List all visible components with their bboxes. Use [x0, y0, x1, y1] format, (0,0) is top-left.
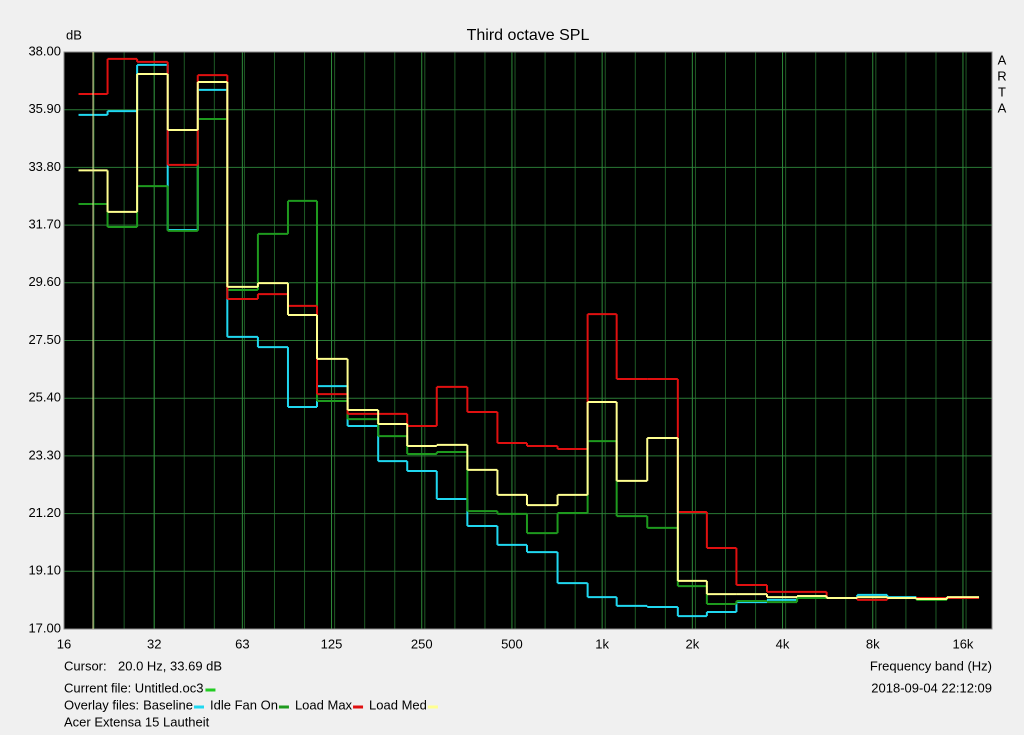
y-tick-label: 29.60	[28, 274, 61, 289]
y-axis-label: dB	[66, 27, 82, 42]
y-tick-label: 19.10	[28, 563, 61, 578]
y-tick-label: 35.90	[28, 101, 61, 116]
x-axis-label: Frequency band (Hz)	[870, 658, 992, 673]
y-tick-label: 25.40	[28, 390, 61, 405]
x-tick-label: 125	[321, 636, 343, 651]
cursor-readout: 20.0 Hz, 33.69 dB	[118, 658, 222, 673]
y-tick-label: 31.70	[28, 217, 61, 232]
y-tick-label: 27.50	[28, 332, 61, 347]
overlay-label: Overlay files:	[64, 697, 139, 712]
y-tick-label: 33.80	[28, 159, 61, 174]
x-tick-label: 4k	[776, 636, 790, 651]
x-tick-label: 8k	[866, 636, 880, 651]
legend-label: Idle Fan On	[210, 697, 278, 712]
y-tick-label: 23.30	[28, 447, 61, 462]
legend-label: Load Med	[369, 697, 427, 712]
x-tick-label: 16k	[952, 636, 973, 651]
y-tick-label: 17.00	[28, 620, 61, 635]
x-tick-label: 16	[57, 636, 71, 651]
x-tick-label: 1k	[595, 636, 609, 651]
svg-text:A: A	[998, 100, 1007, 115]
legend-label: Load Max	[295, 697, 353, 712]
x-tick-label: 500	[501, 636, 523, 651]
svg-text:R: R	[997, 68, 1006, 83]
svg-text:A: A	[998, 52, 1007, 67]
y-tick-label: 38.00	[28, 43, 61, 58]
footer-note: Acer Extensa 15 Lautheit	[64, 714, 210, 729]
x-tick-label: 2k	[685, 636, 699, 651]
series-steps	[78, 72, 980, 601]
y-tick-label: 21.20	[28, 505, 61, 520]
plot-border	[63, 51, 993, 630]
legend-label: Baseline	[143, 697, 193, 712]
x-tick-label: 250	[411, 636, 433, 651]
chart-title: Third octave SPL	[467, 27, 590, 44]
timestamp: 2018-09-04 22:12:09	[871, 680, 992, 695]
current-file: Current file: Untitled.oc3	[64, 680, 203, 695]
svg-text:T: T	[998, 84, 1006, 99]
cursor-label: Cursor:	[64, 658, 107, 673]
x-tick-label: 32	[147, 636, 161, 651]
x-tick-label: 63	[235, 636, 249, 651]
